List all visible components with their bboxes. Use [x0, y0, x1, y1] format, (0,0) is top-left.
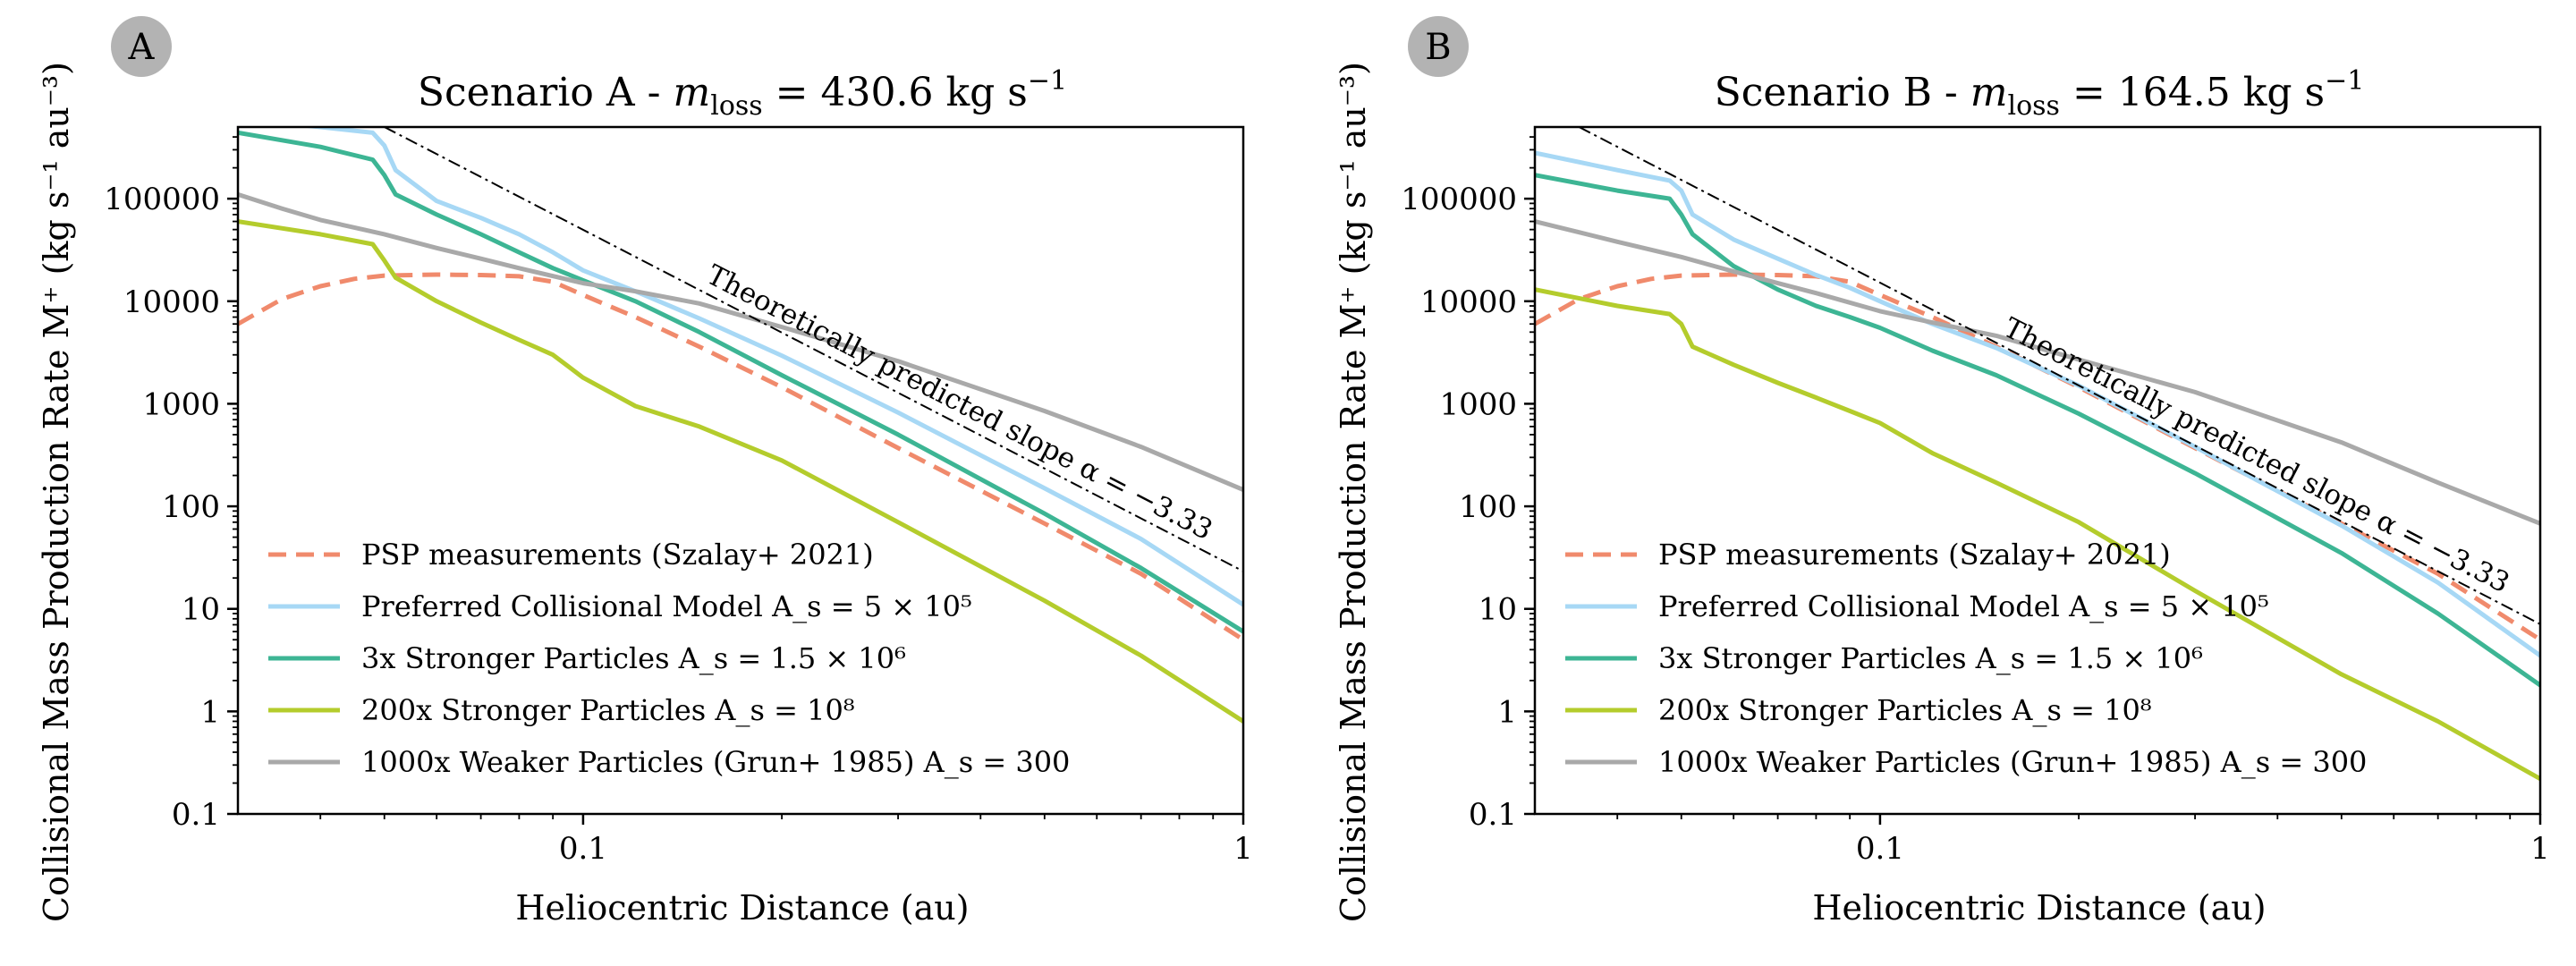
panel-a-letter: A	[128, 27, 156, 68]
panel-b-axes-frame	[1533, 125, 2542, 816]
panel-b-ytick-label: 10000	[1420, 284, 1517, 320]
panel-a-ytick-label: 10	[182, 592, 220, 628]
panel-b-badge	[1408, 16, 1469, 77]
panel-b: B Scenario B - mloss = 164.5 kg s−1 Coll…	[1334, 16, 2550, 928]
panel-a-badge	[111, 16, 172, 77]
panel-b-slope-line	[1578, 127, 2540, 625]
panel-b-xlabel: Heliocentric Distance (au)	[1812, 888, 2266, 928]
panel-a-ytick-label: 1000	[142, 386, 220, 422]
panel-a-legend-label-2: 3x Stronger Particles A_s = 1.5 × 10⁶	[361, 641, 906, 675]
panel-a-xtick-label: 0.1	[559, 831, 607, 867]
panel-a-ylabel: Collisional Mass Production Rate M⁺ (kg …	[37, 62, 76, 922]
panel-b-series-line-2	[1535, 173, 2540, 688]
panel-b-series-line-4	[1535, 219, 2540, 526]
panel-b-ytick-label: 1	[1497, 694, 1517, 730]
panel-a-series-line-1	[297, 127, 1243, 607]
panel-a: A Scenario A - mloss = 430.6 kg s−1 Coll…	[37, 16, 1253, 928]
panel-b-letter: B	[1425, 27, 1451, 68]
panel-b-title: Scenario B - mloss = 164.5 kg s−1	[1715, 65, 2365, 122]
panel-a-ytick-label: 0.1	[172, 797, 220, 833]
panel-a-series-line-0	[238, 272, 1243, 642]
panel-a-series-line-3	[238, 219, 1243, 724]
panel-b-legend-label-0: PSP measurements (Szalay+ 2021)	[1658, 538, 2171, 572]
panel-a-axes-frame	[236, 125, 1245, 816]
panel-a-series-line-4	[238, 191, 1243, 493]
panel-b-ytick-label: 10	[1479, 592, 1517, 628]
panel-b-ytick-label: 1000	[1439, 386, 1517, 422]
panel-a-ytick-label: 10000	[123, 284, 220, 320]
panel-b-series-line-3	[1535, 287, 2540, 782]
panel-b-ytick-label: 100000	[1401, 182, 1517, 217]
panel-a-slope-line	[384, 127, 1243, 572]
panel-a-xtick-label: 1	[1233, 831, 1253, 867]
panel-b-legend-label-4: 1000x Weaker Particles (Grun+ 1985) A_s …	[1658, 745, 2367, 779]
panel-a-series-line-2	[238, 130, 1243, 634]
panel-b-ytick-label: 0.1	[1469, 797, 1517, 833]
panel-b-ylabel: Collisional Mass Production Rate M⁺ (kg …	[1334, 62, 1373, 922]
panel-b-legend-label-3: 200x Stronger Particles A_s = 10⁸	[1658, 693, 2152, 727]
panel-a-legend-label-0: PSP measurements (Szalay+ 2021)	[361, 538, 874, 572]
panel-a-legend: PSP measurements (Szalay+ 2021) Preferred…	[268, 538, 1070, 779]
panel-b-legend-label-1: Preferred Collisional Model A_s = 5 × 10…	[1658, 589, 2269, 623]
panel-b-xtick-label: 0.1	[1856, 831, 1904, 867]
panel-b-xtick-label: 1	[2530, 831, 2550, 867]
panel-a-ytick-label: 100000	[104, 182, 220, 217]
panel-a-ytick-label: 1	[200, 694, 220, 730]
panel-b-ytick-label: 100	[1459, 489, 1517, 525]
panel-a-xlabel: Heliocentric Distance (au)	[515, 888, 969, 928]
panel-a-legend-label-3: 200x Stronger Particles A_s = 10⁸	[361, 693, 855, 727]
panel-b-legend: PSP measurements (Szalay+ 2021) Preferred…	[1565, 538, 2367, 779]
panel-b-series-line-1	[1535, 150, 2540, 658]
panel-a-legend-label-4: 1000x Weaker Particles (Grun+ 1985) A_s …	[361, 745, 1070, 779]
panel-a-slope-annotation: Theoretically predicted slope α = −3.33	[701, 258, 1217, 547]
panel-b-legend-label-2: 3x Stronger Particles A_s = 1.5 × 10⁶	[1658, 641, 2203, 675]
panel-a-legend-label-1: Preferred Collisional Model A_s = 5 × 10…	[361, 589, 972, 623]
panel-a-title: Scenario A - mloss = 430.6 kg s−1	[418, 65, 1067, 122]
panel-a-ytick-label: 100	[162, 489, 220, 525]
